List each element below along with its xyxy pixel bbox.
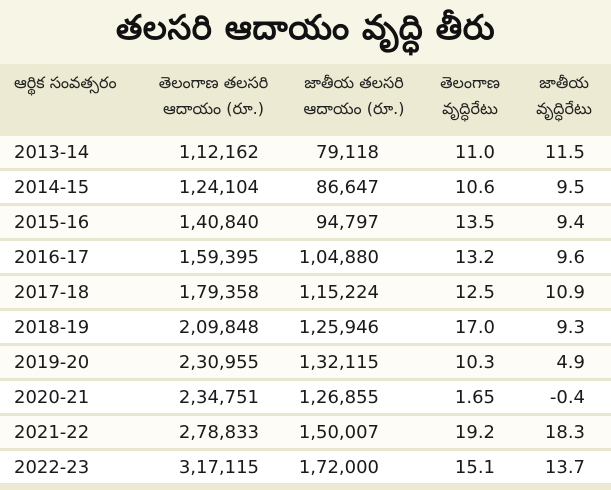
table-row: 2022-23 3,17,115 1,72,000 15.1 13.7 <box>0 451 611 486</box>
cell-national-growth: -0.4 <box>549 386 585 408</box>
table-body: 2013-14 1,12,162 79,118 11.0 11.5 2014-1… <box>0 136 611 486</box>
cell-telangana-income: 2,78,833 <box>178 421 259 443</box>
table-header: ఆర్థిక సంవత్సరం తెలంగాణ తలసరి ఆదాయం (రూ.… <box>0 64 611 136</box>
cell-telangana-growth: 15.1 <box>454 456 495 478</box>
cell-year: 2017-18 <box>14 281 90 303</box>
header-telangana-growth: తెలంగాణ వృద్ధిరేటు <box>423 64 517 122</box>
header-line: వృద్ధిరేటు <box>442 99 498 118</box>
cell-national-growth: 9.5 <box>556 176 585 198</box>
cell-telangana-growth: 17.0 <box>454 316 495 338</box>
header-line: తెలంగాణ తలసరి <box>158 73 269 92</box>
page-title: తలసరి ఆదాయం వృద్ధి తీరు <box>115 8 496 48</box>
cell-telangana-income: 3,17,115 <box>178 456 259 478</box>
cell-national-income: 79,118 <box>316 141 379 163</box>
cell-telangana-income: 1,59,395 <box>178 246 259 268</box>
cell-national-growth: 9.6 <box>556 246 585 268</box>
cell-national-income: 1,72,000 <box>298 456 379 478</box>
cell-year: 2013-14 <box>14 141 90 163</box>
cell-national-income: 1,50,007 <box>298 421 379 443</box>
header-line: ఆర్థిక సంవత్సరం <box>14 73 117 92</box>
cell-year: 2021-22 <box>14 421 90 443</box>
table-row: 2018-19 2,09,848 1,25,946 17.0 9.3 <box>0 311 611 346</box>
table-row: 2014-15 1,24,104 86,647 10.6 9.5 <box>0 171 611 206</box>
cell-year: 2015-16 <box>14 211 90 233</box>
header-line: ఆదాయం (రూ.) <box>163 99 264 118</box>
cell-telangana-income: 2,34,751 <box>178 386 259 408</box>
cell-year: 2016-17 <box>14 246 90 268</box>
title-bar: తలసరి ఆదాయం వృద్ధి తీరు <box>0 0 611 64</box>
cell-national-growth: 4.9 <box>556 351 585 373</box>
cell-national-growth: 9.4 <box>556 211 585 233</box>
cell-telangana-growth: 10.6 <box>454 176 495 198</box>
cell-telangana-growth: 19.2 <box>454 421 495 443</box>
table-row: 2019-20 2,30,955 1,32,115 10.3 4.9 <box>0 346 611 381</box>
cell-telangana-income: 2,09,848 <box>178 316 259 338</box>
cell-national-growth: 10.9 <box>544 281 585 303</box>
cell-year: 2018-19 <box>14 316 90 338</box>
cell-telangana-income: 1,24,104 <box>178 176 259 198</box>
cell-national-income: 1,15,224 <box>298 281 379 303</box>
cell-telangana-income: 1,12,162 <box>178 141 259 163</box>
cell-year: 2022-23 <box>14 456 90 478</box>
cell-year: 2014-15 <box>14 176 90 198</box>
cell-national-growth: 18.3 <box>544 421 585 443</box>
cell-national-growth: 13.7 <box>544 456 585 478</box>
cell-national-income: 94,797 <box>316 211 379 233</box>
cell-national-income: 1,32,115 <box>298 351 379 373</box>
header-telangana-income: తెలంగాణ తలసరి ఆదాయం (రూ.) <box>142 64 285 122</box>
cell-telangana-growth: 10.3 <box>454 351 495 373</box>
header-national-growth: జాతీయ వృద్ధిరేటు <box>517 64 611 122</box>
table-row: 2013-14 1,12,162 79,118 11.0 11.5 <box>0 136 611 171</box>
cell-year: 2019-20 <box>14 351 90 373</box>
cell-national-income: 86,647 <box>316 176 379 198</box>
header-financial-year: ఆర్థిక సంవత్సరం <box>0 64 142 96</box>
cell-year: 2020-21 <box>14 386 90 408</box>
bottom-divider <box>0 484 611 490</box>
table-row: 2016-17 1,59,395 1,04,880 13.2 9.6 <box>0 241 611 276</box>
cell-national-income: 1,26,855 <box>298 386 379 408</box>
table-row: 2021-22 2,78,833 1,50,007 19.2 18.3 <box>0 416 611 451</box>
header-line: వృద్ధిరేటు <box>536 99 592 118</box>
cell-telangana-income: 1,79,358 <box>178 281 259 303</box>
table-row: 2020-21 2,34,751 1,26,855 1.65 -0.4 <box>0 381 611 416</box>
cell-telangana-income: 2,30,955 <box>178 351 259 373</box>
header-national-income: జాతీయ తలసరి ఆదాయం (రూ.) <box>285 64 423 122</box>
cell-national-income: 1,04,880 <box>298 246 379 268</box>
cell-telangana-income: 1,40,840 <box>178 211 259 233</box>
cell-national-income: 1,25,946 <box>298 316 379 338</box>
cell-telangana-growth: 13.2 <box>454 246 495 268</box>
table-row: 2017-18 1,79,358 1,15,224 12.5 10.9 <box>0 276 611 311</box>
header-line: ఆదాయం (రూ.) <box>303 99 405 118</box>
cell-telangana-growth: 13.5 <box>454 211 495 233</box>
cell-telangana-growth: 1.65 <box>454 386 495 408</box>
header-line: జాతీయ తలసరి <box>304 73 404 92</box>
cell-national-growth: 11.5 <box>544 141 585 163</box>
header-line: తెలంగాణ <box>440 73 500 92</box>
cell-national-growth: 9.3 <box>556 316 585 338</box>
cell-telangana-growth: 12.5 <box>454 281 495 303</box>
table-row: 2015-16 1,40,840 94,797 13.5 9.4 <box>0 206 611 241</box>
header-line: జాతీయ <box>539 73 589 92</box>
cell-telangana-growth: 11.0 <box>454 141 495 163</box>
